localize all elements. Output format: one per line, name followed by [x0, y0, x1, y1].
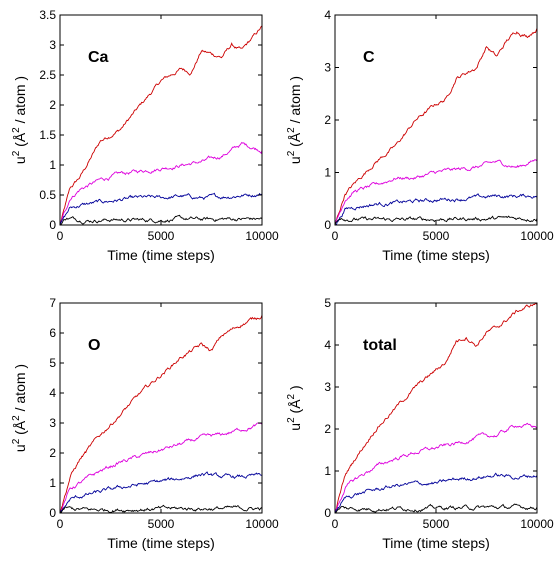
series-line-4 — [335, 503, 538, 514]
y-tick-label: 1 — [324, 166, 331, 180]
series-line-3 — [59, 471, 263, 514]
y-tick-label: 0 — [49, 218, 56, 232]
y-tick-label: 5 — [324, 296, 331, 310]
y-tick-label: 2 — [324, 422, 331, 436]
x-axis-label: Time (time steps) — [107, 535, 215, 551]
y-tick-label: 0 — [324, 506, 331, 520]
y-axis-label: u2 (Å2 / atom ) — [286, 76, 303, 164]
series-line-1 — [59, 314, 263, 514]
y-tick-label: 3 — [324, 380, 331, 394]
y-tick-label: 2 — [49, 446, 56, 460]
y-tick-label: 3.5 — [39, 8, 56, 22]
series-line-4 — [60, 214, 263, 226]
series-line-3 — [334, 472, 538, 514]
y-tick-label: 4 — [324, 8, 331, 22]
x-tick-label: 10000 — [520, 517, 554, 531]
chart-panel-3: 0 5000 10000 0 1 2 3 4 5 6 7 Time (time steps) u2 (Å… — [11, 296, 279, 551]
series-line-2 — [59, 141, 263, 226]
x-tick-label: 0 — [57, 229, 64, 243]
y-tick-label: 1.5 — [39, 128, 56, 142]
y-tick-label: 0 — [324, 218, 331, 232]
series-line-1 — [334, 27, 538, 226]
panel-label: C — [363, 49, 375, 66]
x-tick-label: 5000 — [148, 229, 175, 243]
y-tick-label: 1 — [49, 158, 56, 172]
y-axis-label: u2 (Å2 / atom ) — [11, 364, 28, 452]
panel-label: total — [363, 337, 397, 354]
x-tick-label: 5000 — [423, 517, 450, 531]
y-tick-label: 5 — [49, 356, 56, 370]
x-axis-label: Time (time steps) — [107, 247, 215, 263]
plot-frame — [334, 302, 538, 514]
y-axis-label: u2 (Å2 / atom ) — [11, 76, 28, 164]
series-line-4 — [334, 215, 538, 226]
x-tick-label: 0 — [332, 229, 339, 243]
x-tick-label: 10000 — [245, 229, 279, 243]
series-line-2 — [59, 422, 263, 514]
y-tick-label: 2 — [49, 98, 56, 112]
y-tick-label: 3 — [324, 61, 331, 75]
series-line-3 — [59, 192, 263, 226]
plot-frame — [59, 14, 263, 226]
chart-panel-1: 0 5000 10000 0 0.5 1 1.5 2 2.5 3 3.5 Time (time ste… — [11, 8, 279, 263]
x-tick-label: 10000 — [245, 517, 279, 531]
series-line-3 — [335, 193, 538, 226]
y-tick-label: 4 — [49, 386, 56, 400]
y-tick-label: 0.5 — [39, 188, 56, 202]
plot-frame — [334, 14, 538, 226]
y-axis-label: u2 (Å2 ) — [286, 385, 303, 430]
y-tick-label: 3 — [49, 416, 56, 430]
y-tick-label: 4 — [324, 338, 331, 352]
y-tick-label: 3 — [49, 38, 56, 52]
y-tick-label: 2.5 — [39, 68, 56, 82]
y-tick-label: 1 — [49, 476, 56, 490]
series-line-1 — [59, 25, 263, 226]
panel-label: O — [88, 337, 100, 354]
x-axis-label: Time (time steps) — [382, 535, 490, 551]
series-line-4 — [59, 504, 263, 514]
x-tick-label: 5000 — [148, 517, 175, 531]
x-tick-label: 0 — [332, 517, 339, 531]
chart-panel-4: 0 5000 10000 0 1 2 3 4 5 Time (time steps) u2 (Å2 … — [286, 296, 554, 551]
panel-label: Ca — [88, 49, 109, 66]
y-tick-label: 1 — [324, 464, 331, 478]
series-line-1 — [334, 302, 538, 514]
y-tick-label: 7 — [49, 296, 56, 310]
x-tick-label: 0 — [57, 517, 64, 531]
series-line-2 — [334, 422, 538, 514]
x-tick-label: 10000 — [520, 229, 554, 243]
series-line-2 — [334, 159, 538, 226]
y-tick-label: 6 — [49, 326, 56, 340]
y-tick-label: 2 — [324, 113, 331, 127]
y-tick-label: 0 — [49, 506, 56, 520]
x-tick-label: 5000 — [423, 229, 450, 243]
x-axis-label: Time (time steps) — [382, 247, 490, 263]
chart-panel-2: 0 5000 10000 0 1 2 3 4 Time (time steps) u2 (Å2 /… — [286, 8, 554, 263]
